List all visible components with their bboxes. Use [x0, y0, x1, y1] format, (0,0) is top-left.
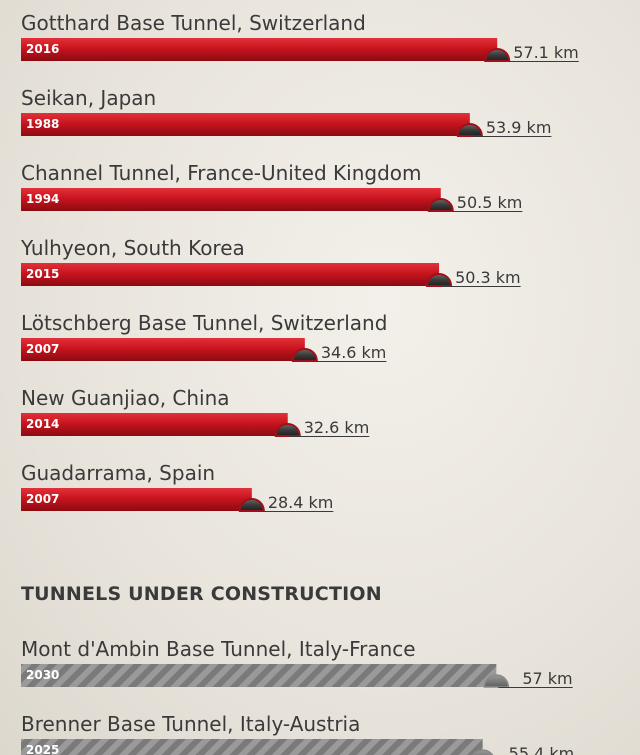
length-label: 34.6 km [321, 343, 387, 362]
drill-head-icon [456, 123, 483, 137]
drill-head-icon [484, 48, 511, 62]
tunnel-row: Mont d'Ambin Base Tunnel, Italy-France 20… [21, 637, 573, 688]
tunnel-bar [21, 664, 497, 687]
tunnel-bar [21, 338, 305, 361]
tunnel-bar [21, 188, 441, 211]
tunnel-name: Brenner Base Tunnel, Italy-Austria [21, 712, 360, 736]
tunnel-name: Guadarrama, Spain [21, 461, 215, 485]
length-label: 50.3 km [455, 268, 521, 287]
opening-year: 1994 [26, 192, 59, 206]
tunnel-name: Channel Tunnel, France-United Kingdom [21, 161, 422, 185]
length-label: 53.9 km [486, 118, 552, 137]
length-label: 55.4 km [509, 744, 575, 755]
tunnel-bar [21, 488, 252, 511]
tunnel-name: Lötschberg Base Tunnel, Switzerland [21, 311, 387, 335]
length-label: 28.4 km [268, 493, 334, 512]
opening-year: 2025 [26, 743, 59, 755]
drill-head-icon [472, 749, 494, 755]
drill-head-icon [238, 498, 265, 512]
tunnel-row: Yulhyeon, South Korea 2015 50.3 km [20, 236, 521, 287]
opening-year: 2014 [26, 417, 59, 431]
tunnel-row: Brenner Base Tunnel, Italy-Austria 2025 55… [21, 712, 574, 755]
tunnel-row: Seikan, Japan 1988 53.9 km [21, 86, 552, 137]
tunnel-bar [21, 113, 470, 136]
tunnel-bar [21, 739, 483, 755]
tunnel-row: Channel Tunnel, France-United Kingdom 199… [21, 161, 523, 212]
tunnel-name: New Guanjiao, China [21, 386, 230, 410]
length-label: 57 km [522, 669, 572, 688]
length-label: 32.6 km [304, 418, 370, 437]
drill-head-icon [426, 273, 453, 287]
tunnel-row: New Guanjiao, China 2014 32.6 km [21, 386, 370, 437]
tunnel-row: Lötschberg Base Tunnel, Switzerland 2007 3… [21, 311, 387, 362]
drill-head-icon [483, 674, 510, 688]
tunnel-bar [21, 413, 288, 436]
opening-year: 2016 [26, 42, 59, 56]
tunnel-name: Gotthard Base Tunnel, Switzerland [21, 11, 366, 35]
length-label: 50.5 km [457, 193, 523, 212]
section-heading: TUNNELS UNDER CONSTRUCTION [21, 583, 382, 605]
tunnel-name: Mont d'Ambin Base Tunnel, Italy-France [21, 637, 416, 661]
length-label: 57.1 km [513, 43, 579, 62]
tunnel-row: Gotthard Base Tunnel, Switzerland 2016 57.… [21, 11, 579, 62]
opening-year: 1988 [26, 117, 59, 131]
drill-head-icon [274, 423, 301, 437]
tunnel-name: Yulhyeon, South Korea [20, 236, 245, 260]
tunnel-bar [21, 263, 440, 286]
opening-year: 2007 [26, 492, 59, 506]
tunnel-name: Seikan, Japan [21, 86, 156, 110]
opening-year: 2007 [26, 342, 59, 356]
drill-head-icon [427, 198, 454, 212]
opening-year: 2015 [26, 267, 59, 281]
drill-head-icon [291, 348, 318, 362]
tunnel-row: Guadarrama, Spain 2007 28.4 km [21, 461, 334, 512]
tunnel-bar [21, 38, 498, 61]
opening-year: 2030 [26, 668, 59, 682]
